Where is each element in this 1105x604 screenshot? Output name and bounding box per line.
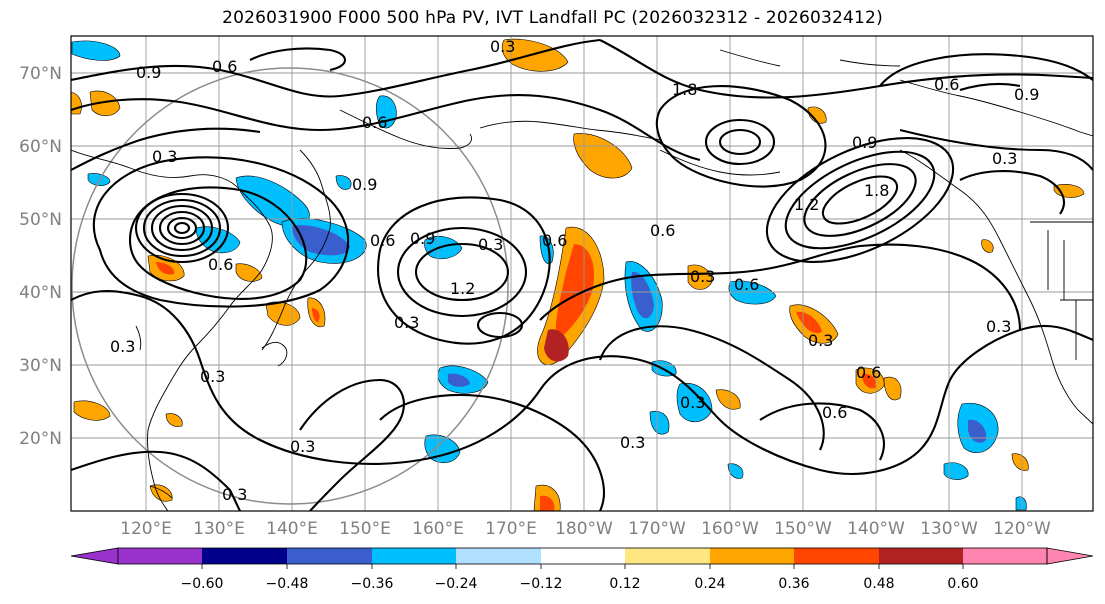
colorbar-bin [625,548,710,564]
contour-label: 0.3 [290,437,315,456]
colorbar-bin [118,548,202,564]
lon-label: 130°W [920,519,978,539]
colorbar-tick-label: −0.36 [351,576,394,592]
positive-anomaly-regions [71,38,1085,511]
colorbar-ticks [201,564,964,569]
colorbar-bin [287,548,372,564]
lat-label: 30°N [19,356,62,376]
colorbar-tick-label: 0.24 [694,576,725,592]
colorbar-bin [963,548,1047,564]
colorbar-tick-label: 0.36 [778,576,809,592]
colorbar-bin [456,548,541,564]
colorbar-extend-low [70,547,119,565]
contour-label: 0.3 [620,433,645,452]
contour-label: 0.9 [1014,85,1039,104]
lon-label: 120°E [120,519,172,539]
contour-label: 1.2 [450,279,475,298]
contour-label: 0.3 [200,367,225,386]
contour-label: 0.3 [222,485,247,504]
colorbar-tick-label: 0.60 [947,576,978,592]
longitude-labels: 120°E 130°E 140°E 150°E 160°E 170°E 180°… [120,519,1051,539]
contour-label: 0.9 [352,175,377,194]
reference-circle [71,67,509,505]
contour-label: 0.9 [852,133,877,152]
latitude-labels: 70°N 60°N 50°N 40°N 30°N 20°N [19,64,62,449]
pv-contours [71,38,1093,511]
lon-label: 130°E [193,519,245,539]
lon-label: 140°E [266,519,318,539]
contour-label: 0.3 [110,337,135,356]
contour-label: 0.3 [478,235,503,254]
figure-title: 2026031900 F000 500 hPa PV, IVT Landfall… [222,8,883,28]
contour-label: 0.9 [136,63,161,82]
contour-label: 0.6 [212,57,237,76]
contour-label: 0.3 [690,267,715,286]
contour-label: 0.6 [542,231,567,250]
contour-label: 0.6 [650,221,675,240]
coastlines [71,49,1093,511]
colorbar-bin [372,548,456,564]
contour-label: 0.6 [208,255,233,274]
lon-label: 150°W [774,519,832,539]
lon-label: 160°E [412,519,464,539]
contour-label: 0.3 [808,331,833,350]
lon-label: 120°W [993,519,1051,539]
colorbar-tick-label: 0.48 [863,576,894,592]
contour-label: 0.6 [734,275,759,294]
lat-label: 70°N [19,64,62,84]
contour-label: 0.3 [680,393,705,412]
negative-anomaly-regions [71,40,1027,511]
contour-label: 1.2 [794,195,819,214]
contour-label: 1.8 [864,181,889,200]
lon-label: 170°W [628,519,686,539]
colorbar-bin [541,548,625,564]
contour-label: 0.3 [152,147,177,166]
colorbar-bin [202,548,287,564]
contour-label: 0.3 [986,317,1011,336]
lon-label: 180°W [555,519,613,539]
contour-label: 0.6 [856,363,881,382]
lat-label: 50°N [19,210,62,230]
map-frame [70,35,1094,512]
colorbar-tick-label: 0.12 [609,576,640,592]
contour-label: 0.6 [822,403,847,422]
colorbar-tick-label: −0.60 [181,576,224,592]
contour-label: 0.6 [370,231,395,250]
contour-label: 0.6 [934,75,959,94]
contour-labels: 0.9 0.6 1.8 0.6 0.9 0.3 0.6 0.9 0.6 0.3 … [110,37,1039,504]
lon-label: 170°E [485,519,537,539]
colorbar-tick-label: −0.48 [266,576,309,592]
contour-label: 0.9 [410,229,435,248]
lat-label: 40°N [19,283,62,303]
colorbar-bin [879,548,963,564]
colorbar-extend-high [1046,547,1094,565]
lat-label: 20°N [19,429,62,449]
colorbar-tick-label: −0.12 [520,576,563,592]
contour-label: 0.3 [490,37,515,56]
contour-label: 0.3 [992,149,1017,168]
contour-label: 0.3 [394,313,419,332]
lon-label: 160°W [701,519,759,539]
contour-label: 1.8 [672,80,697,99]
colorbar-bin [710,548,794,564]
colorbar-bin [794,548,879,564]
colorbar-outline [117,547,1048,565]
colorbar-tick-label: −0.24 [435,576,478,592]
lat-label: 60°N [19,137,62,157]
colorbar: −0.60 −0.48 −0.36 −0.24 −0.12 0.12 0.24 … [70,547,1094,592]
contour-label: 0.6 [362,113,387,132]
lon-label: 150°E [339,519,391,539]
lon-label: 140°W [847,519,905,539]
